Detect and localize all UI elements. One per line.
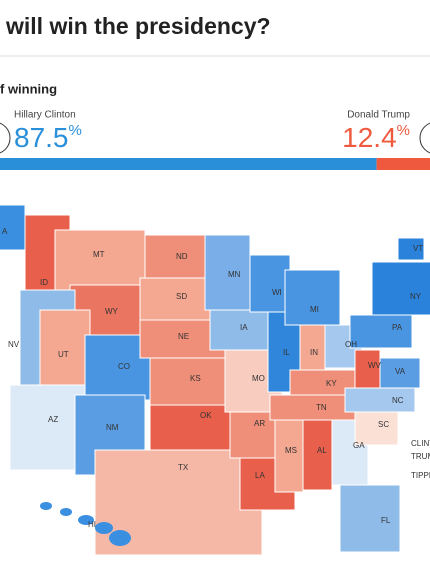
state-label: NM [106, 423, 119, 432]
state-label: OH [345, 340, 357, 349]
state-label: VT [413, 244, 423, 253]
face [0, 122, 11, 154]
state-label: WY [105, 307, 119, 316]
chance-value: 12.4 [342, 122, 397, 153]
chance-unit: % [69, 122, 82, 139]
state-shape [344, 387, 416, 413]
state-label: MS [285, 446, 297, 455]
candidate-name: Hillary Clinton [14, 110, 76, 121]
state-shape [139, 277, 211, 321]
state-label: IA [240, 323, 248, 332]
state-shape [284, 269, 341, 326]
state-label: AZ [48, 415, 58, 424]
state-shape [54, 229, 146, 291]
state-shape [109, 530, 131, 546]
state-label: UT [58, 350, 69, 359]
chance-bar [376, 158, 430, 170]
state-shape [354, 349, 381, 389]
state-shape [94, 449, 263, 556]
state-label: TN [316, 403, 327, 412]
state-label: VA [395, 367, 406, 376]
state-label: KY [326, 379, 337, 388]
state-label: KS [190, 374, 201, 383]
state-label: IL [283, 348, 290, 357]
state-shape [78, 515, 94, 525]
state-label: WV [368, 361, 382, 370]
state-shape [339, 484, 401, 553]
state-label: MT [93, 250, 105, 259]
state-label: NY [410, 292, 422, 301]
state-label: NV [8, 340, 20, 349]
state-label: AR [254, 419, 265, 428]
state-shape [95, 522, 113, 534]
state-label: HI [88, 520, 96, 529]
state-shape [249, 254, 291, 313]
state-shape [397, 237, 425, 261]
chance-unit: % [397, 122, 410, 139]
face [419, 122, 430, 154]
title: will win the presidency? [5, 13, 271, 39]
state-label: ID [40, 278, 48, 287]
candidate-chance: 87.5% [14, 122, 82, 153]
candidate-chance: 12.4% [342, 122, 410, 153]
state-label: IN [310, 348, 318, 357]
state-shape [9, 384, 86, 471]
chance-bar [0, 158, 377, 170]
state-label: GA [353, 441, 365, 450]
state-shape [60, 508, 72, 516]
state-label: OK [200, 411, 212, 420]
state-label: NC [392, 396, 404, 405]
state-label: WI [272, 288, 282, 297]
state-shape [274, 419, 304, 493]
state-label: MI [310, 305, 319, 314]
state-label: FL [381, 516, 391, 525]
state-label: CO [118, 362, 130, 371]
state-shape [349, 314, 413, 349]
state-shape [302, 419, 333, 491]
chance-value: 87.5 [14, 122, 69, 153]
state-label: SD [176, 292, 187, 301]
state-label: MN [228, 270, 241, 279]
state-label: PA [392, 323, 403, 332]
state-label: AL [317, 446, 327, 455]
subtitle: f winning [0, 81, 57, 96]
state-label: MO [252, 374, 265, 383]
state-label: LA [255, 471, 265, 480]
legend-text: TRUM [411, 452, 430, 461]
state-shape [354, 409, 399, 446]
map: A ID MT WY NV UT CO AZ NM ND SD NE KS OK TX MN IA MO AR LA W… [0, 204, 430, 556]
state-label: A [2, 227, 8, 236]
state-label: TX [178, 463, 189, 472]
state-shape [371, 261, 430, 316]
state-label: NE [178, 332, 189, 341]
state-label: SC [378, 420, 389, 429]
state-label: ND [176, 252, 188, 261]
candidate-name: Donald Trump [347, 110, 410, 121]
state-shape [40, 502, 52, 510]
legend-text: TIPPI [411, 471, 430, 480]
